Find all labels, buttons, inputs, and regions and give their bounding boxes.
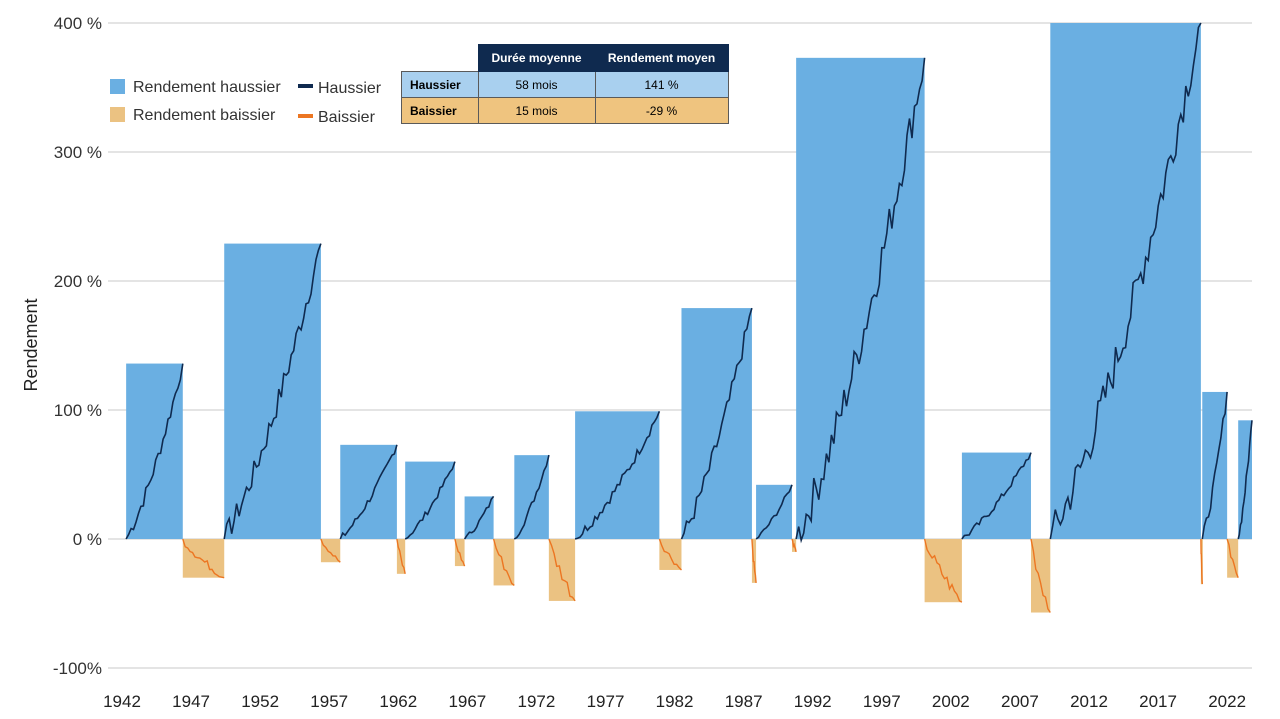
bull-market-line xyxy=(125,363,184,540)
bull-market-area xyxy=(514,455,549,539)
y-tick-label: 400 % xyxy=(54,14,102,33)
legend-label-bear-line: Baissier xyxy=(318,109,376,126)
bear-market-line xyxy=(791,538,797,553)
legend-label-bull-line: Haussier xyxy=(318,80,382,97)
y-tick-label: 100 % xyxy=(54,401,102,420)
bull-market-area xyxy=(340,444,397,539)
bear-market-area xyxy=(182,539,225,578)
bull-market-line xyxy=(574,411,661,540)
legend-swatch-bear-line xyxy=(298,114,313,118)
y-tick-label: -100% xyxy=(53,659,102,678)
y-tick-label: 0 % xyxy=(73,530,102,549)
x-tick-label: 2022 xyxy=(1208,692,1246,711)
y-tick-label: 300 % xyxy=(54,143,102,162)
legend-swatch-bull-area xyxy=(110,79,125,94)
x-tick-label: 1992 xyxy=(794,692,832,711)
x-tick-label: 2007 xyxy=(1001,692,1039,711)
table-corner xyxy=(402,45,479,72)
bull-market-line xyxy=(1049,22,1202,540)
table-cell-return: 141 % xyxy=(594,71,729,98)
x-tick-label: 1987 xyxy=(725,692,763,711)
bull-market-area xyxy=(126,363,183,539)
bear-market-line xyxy=(658,538,682,571)
bear-market-line xyxy=(751,538,757,583)
bull-market-area xyxy=(405,461,455,539)
bear-market-area xyxy=(493,539,515,586)
market-lines xyxy=(125,22,1253,613)
x-tick-label: 1977 xyxy=(587,692,625,711)
bear-market-area xyxy=(659,539,682,570)
table-row-label: Haussier xyxy=(401,71,479,98)
legend-swatch-bear-area xyxy=(110,107,125,122)
bull-market-area xyxy=(796,57,925,539)
table-header-duration: Durée moyenne xyxy=(477,44,596,72)
summary-table: Durée moyenne Rendement moyen Haussier 5… xyxy=(401,44,729,124)
legend-swatch-bull-line xyxy=(298,84,313,88)
bull-market-area xyxy=(224,243,321,539)
bull-market-area xyxy=(1050,23,1201,539)
x-tick-label: 2017 xyxy=(1139,692,1177,711)
table-cell-duration: 58 mois xyxy=(477,71,596,98)
bull-market-line xyxy=(404,461,456,540)
table-row-label: Baissier xyxy=(401,97,479,124)
table-header-return: Rendement moyen xyxy=(594,44,729,72)
bear-market-line xyxy=(320,538,341,563)
bear-market-line xyxy=(1200,538,1203,585)
legend-label-bull-area: Rendement haussier xyxy=(133,79,281,96)
bull-market-line xyxy=(1237,420,1253,540)
bear-market-line xyxy=(1226,538,1239,578)
bull-market-line xyxy=(223,243,322,540)
x-tick-label: 2012 xyxy=(1070,692,1108,711)
bull-market-line xyxy=(680,307,753,540)
bull-market-line xyxy=(513,454,550,540)
x-tick-label: 1952 xyxy=(241,692,279,711)
legend: Rendement haussier Rendement baissier Ha… xyxy=(110,79,382,126)
bear-market-line xyxy=(1030,538,1051,613)
x-tick-label: 1947 xyxy=(172,692,210,711)
y-tick-label: 200 % xyxy=(54,272,102,291)
bear-market-line xyxy=(454,538,466,567)
bull-market-line xyxy=(755,484,793,540)
table-cell-return: -29 % xyxy=(594,97,729,124)
bear-market-line xyxy=(182,538,225,579)
bull-market-area xyxy=(575,411,660,539)
bull-market-line xyxy=(795,57,926,544)
market-areas xyxy=(126,23,1252,613)
table-header-row: Durée moyenne Rendement moyen xyxy=(402,44,729,72)
bull-market-line xyxy=(463,495,495,540)
y-axis-label: Rendement xyxy=(21,298,41,391)
table-row-bear: Baissier 15 mois -29 % xyxy=(401,97,729,124)
x-tick-label: 1972 xyxy=(518,692,556,711)
axes: -100% 0 % 100 % 200 % 300 % 400 % 1942 1947 1952… xyxy=(53,14,1246,711)
bull-market-area xyxy=(681,308,752,539)
x-tick-label: 2002 xyxy=(932,692,970,711)
x-tick-label: 1962 xyxy=(379,692,417,711)
x-tick-label: 1982 xyxy=(656,692,694,711)
bear-market-line xyxy=(548,538,576,602)
bear-market-line xyxy=(923,538,963,603)
bull-market-area xyxy=(756,484,792,539)
table-row-bull: Haussier 58 mois 141 % xyxy=(401,71,729,98)
table-cell-duration: 15 mois xyxy=(477,97,596,124)
bull-market-area xyxy=(1202,391,1228,539)
bull-market-line xyxy=(1201,391,1228,540)
legend-label-bear-area: Rendement baissier xyxy=(133,107,276,124)
bull-market-line xyxy=(339,444,398,540)
bull-market-area xyxy=(961,452,1031,539)
bear-market-area xyxy=(751,539,757,583)
bear-market-line xyxy=(396,538,406,574)
bear-market-line xyxy=(492,538,515,586)
bull-market-line xyxy=(961,452,1032,540)
bear-market-area xyxy=(1030,539,1051,613)
x-tick-label: 1942 xyxy=(103,692,141,711)
x-tick-label: 1957 xyxy=(310,692,348,711)
x-tick-label: 1997 xyxy=(863,692,901,711)
x-tick-label: 1967 xyxy=(448,692,486,711)
